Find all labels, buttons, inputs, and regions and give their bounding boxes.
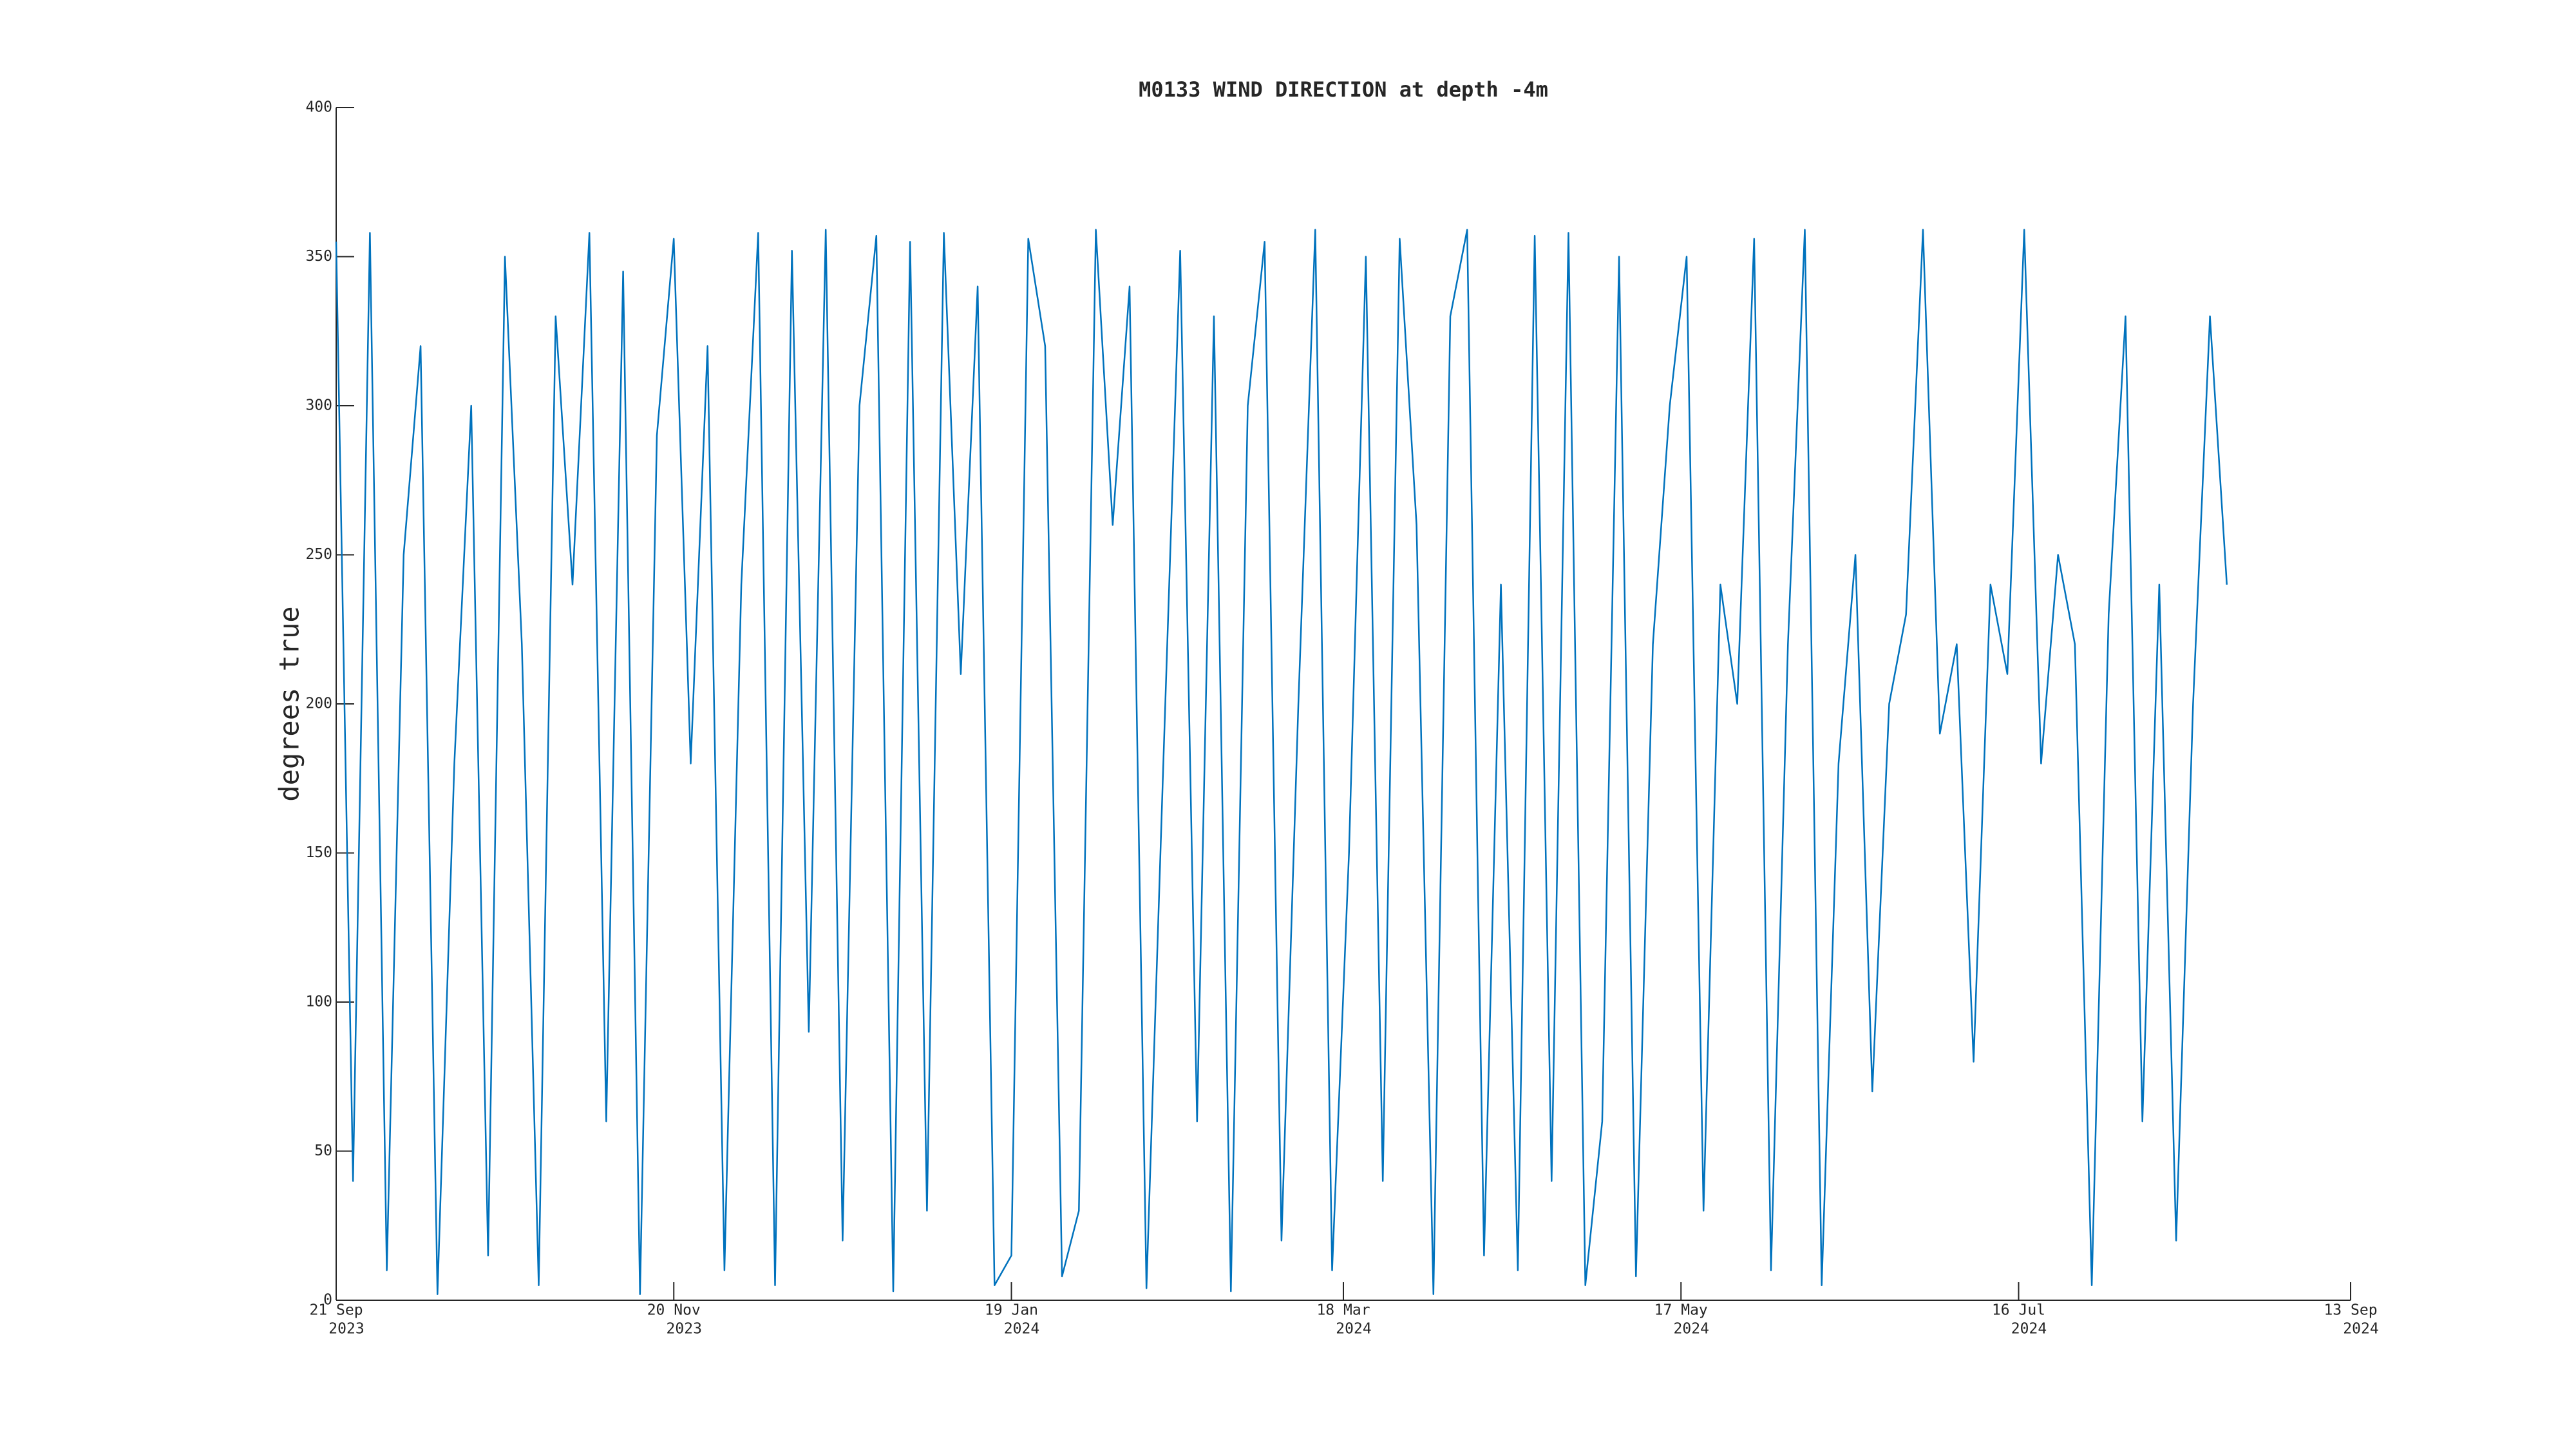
- y-tick-label: 0: [323, 1292, 332, 1309]
- x-tick-label: 2024: [1004, 1321, 1039, 1338]
- x-tick-label: 17 May: [1654, 1302, 1708, 1319]
- y-axis-label: degrees true: [274, 606, 305, 801]
- data-line: [335, 229, 2228, 1295]
- x-tick-label: 16 Jul: [1992, 1302, 2045, 1319]
- y-tick-label: 150: [305, 844, 332, 861]
- y-tick-label: 300: [305, 397, 332, 414]
- y-tick-label: 400: [305, 99, 332, 116]
- y-tick-label: 50: [314, 1142, 332, 1159]
- x-tick-label: 2023: [328, 1321, 364, 1338]
- y-tick-label: 250: [305, 546, 332, 563]
- x-tick-label: 2024: [2011, 1321, 2047, 1338]
- x-tick-label: 18 Mar: [1316, 1302, 1370, 1319]
- x-tick-label: 2023: [667, 1321, 702, 1338]
- x-tick-label: 19 Jan: [985, 1302, 1038, 1319]
- y-tick-label: 100: [305, 994, 332, 1010]
- y-tick-label: 200: [305, 696, 332, 712]
- x-tick-label: 13 Sep: [2324, 1302, 2377, 1319]
- y-tick-label: 350: [305, 248, 332, 265]
- x-tick-label: 2024: [1674, 1321, 1709, 1338]
- x-tick-label: 20 Nov: [647, 1302, 701, 1319]
- x-tick-label: 2024: [1336, 1321, 1371, 1338]
- chart-title: M0133 WIND DIRECTION at depth -4m: [1139, 77, 1548, 102]
- x-tick-label: 2024: [2343, 1321, 2378, 1338]
- x-tick-label: 21 Sep: [309, 1302, 363, 1319]
